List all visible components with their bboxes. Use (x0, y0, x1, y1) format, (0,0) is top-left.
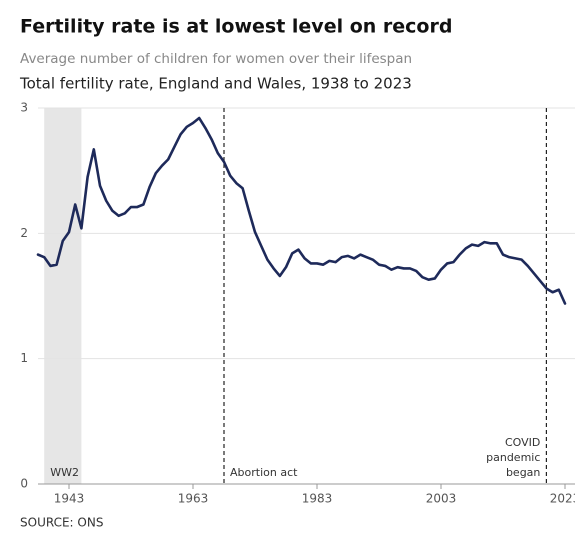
y-tick-label: 0 (20, 477, 28, 491)
chart-subtitle: Average number of children for women ove… (20, 51, 412, 67)
event-label: Abortion act (230, 466, 298, 479)
shaded-period (44, 108, 82, 484)
y-tick-label: 3 (20, 101, 28, 115)
x-tick-label: 2023 (550, 492, 575, 506)
chart-title: Fertility rate is at lowest level on rec… (20, 16, 452, 38)
shaded-label: WW2 (50, 466, 79, 479)
plot-title: Total fertility rate, England and Wales,… (19, 75, 412, 93)
event-label: COVID (505, 436, 540, 449)
x-tick-label: 1983 (302, 492, 333, 506)
y-tick-label: 2 (20, 226, 28, 240)
x-tick-label: 2003 (426, 492, 457, 506)
data-line (36, 116, 567, 305)
x-tick-label: 1943 (54, 492, 85, 506)
event-label: began (506, 466, 540, 479)
source: SOURCE: ONS (20, 516, 103, 530)
event-label: pandemic (486, 451, 540, 464)
y-tick-label: 1 (20, 351, 28, 365)
x-tick-label: 1963 (178, 492, 209, 506)
